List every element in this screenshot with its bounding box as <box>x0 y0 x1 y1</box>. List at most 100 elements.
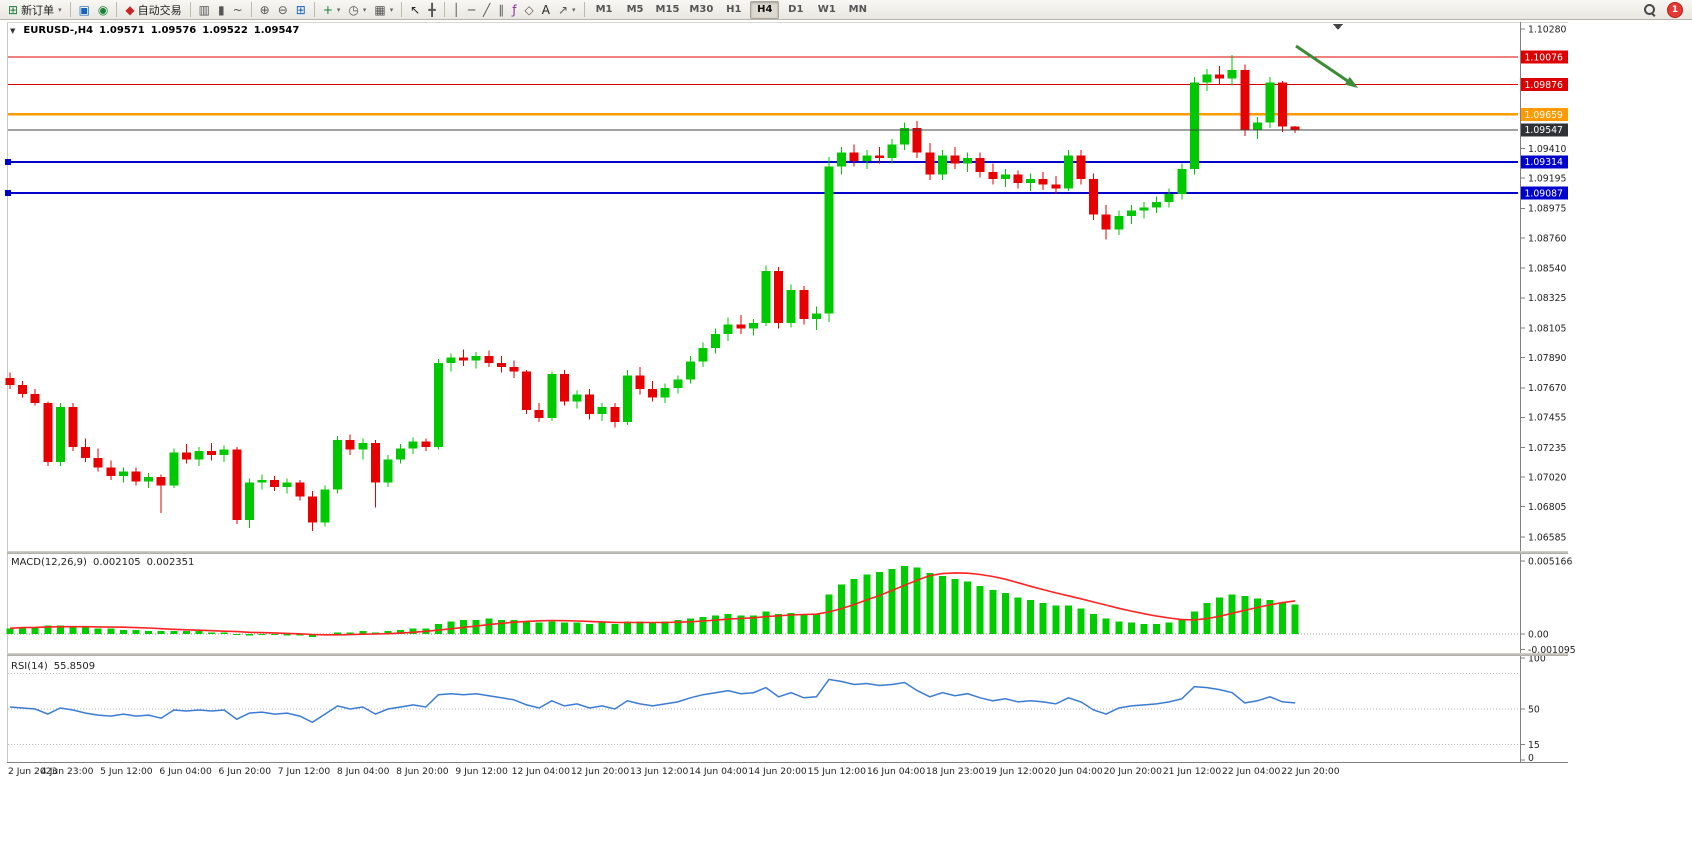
notification-badge[interactable]: 1 <box>1667 1 1683 18</box>
macd-bar <box>535 622 543 634</box>
macd-bar <box>850 578 858 634</box>
macd-bar <box>623 621 631 634</box>
cursor-icon: ↖ <box>410 2 421 17</box>
auto-trading-icon: ◆ <box>125 2 135 17</box>
price-tick-label: 1.06805 <box>1528 502 1567 513</box>
macd-bar <box>195 631 203 634</box>
price-badges: 1.10076 1.09876 1.09659 1.09314 1.09087 1.095… <box>1521 50 1568 200</box>
tf-button-m1[interactable]: M1 <box>595 4 613 15</box>
rsi-tick-label: 50 <box>1528 704 1540 715</box>
horizontal-line-button[interactable]: ─ <box>465 1 478 18</box>
time-tick-label: 12 Jun 04:00 <box>512 766 571 777</box>
macd-bar <box>44 625 52 634</box>
crosshair-button[interactable]: ╋ <box>425 1 438 18</box>
tf-button-h1[interactable]: H1 <box>726 4 742 15</box>
profiles-button[interactable]: ▣ <box>76 1 93 18</box>
ohlc-open: 1.09571 <box>99 25 145 36</box>
zoom-out-button[interactable]: ⊖ <box>275 1 291 18</box>
indicators-button[interactable]: + ▾ <box>320 1 344 18</box>
time-tick-label: 4 Jun 23:00 <box>41 766 94 777</box>
time-tick-label: 22 Jun 04:00 <box>1222 766 1281 777</box>
refresh-button[interactable]: ◉ <box>95 1 111 18</box>
tile-windows-icon: ⊞ <box>295 2 306 17</box>
line-chart-button[interactable]: ~ <box>230 1 246 18</box>
macd-bar <box>1190 611 1198 634</box>
ohlc-high: 1.09576 <box>150 25 197 36</box>
trendline-button[interactable]: ╱ <box>480 1 493 18</box>
price-badge <box>1521 186 1568 200</box>
arrows-button[interactable]: ↗ ▾ <box>555 1 579 18</box>
time-tick-label: 16 Jun 04:00 <box>867 766 926 777</box>
panel-separator[interactable] <box>7 551 1568 554</box>
macd-bar <box>19 626 27 634</box>
time-tick-label: 8 Jun 04:00 <box>337 766 390 777</box>
caret-down-icon: ▾ <box>362 5 367 14</box>
rsi-indicator-label: RSI(14) 55.8509 <box>11 661 95 672</box>
tf-button-mn[interactable]: MN <box>848 4 867 15</box>
macd-bar <box>170 631 178 634</box>
trend-arrow-annotation[interactable] <box>1295 44 1358 88</box>
price-tick-label: 1.10280 <box>1528 24 1567 35</box>
periods-button[interactable]: ◷ ▾ <box>345 1 369 18</box>
channel-icon: ∥ <box>498 2 505 17</box>
price-tick-label: 1.07670 <box>1528 383 1567 394</box>
line-handle[interactable] <box>5 158 11 165</box>
tf-button-w1[interactable]: W1 <box>817 4 836 15</box>
time-tick-label: 7 Jun 12:00 <box>278 766 331 777</box>
macd-bar <box>926 573 934 634</box>
macd-bar <box>1052 605 1060 634</box>
macd-indicator-label: MACD(12,26,9) 0.002105 0.002351 <box>11 557 194 568</box>
zoom-in-button[interactable]: ⊕ <box>257 1 273 18</box>
price-badge <box>1521 155 1568 169</box>
macd-bar <box>712 615 720 634</box>
templates-icon: ▦ <box>374 2 386 17</box>
shapes-button[interactable]: ◇ <box>522 1 537 18</box>
tile-windows-button[interactable]: ⊞ <box>293 1 309 18</box>
price-tick-label: 1.06585 <box>1528 532 1567 543</box>
vertical-line-button[interactable]: │ <box>450 1 463 18</box>
toolbar-separator <box>116 2 118 17</box>
price-badge <box>1521 107 1568 121</box>
zoom-out-icon: ⊖ <box>277 2 288 17</box>
cursor-button[interactable]: ↖ <box>407 1 423 18</box>
toolbar-right: 1 <box>1639 1 1688 18</box>
line-handle[interactable] <box>5 190 11 196</box>
channel-button[interactable]: ∥ <box>495 1 507 18</box>
panel-separator[interactable] <box>7 653 1568 656</box>
tf-button-h4[interactable]: H4 <box>750 0 780 19</box>
macd-bar <box>157 631 165 634</box>
auto-trading-button[interactable]: ◆ 自动交易 <box>122 1 184 18</box>
new-order-button[interactable]: ⊞ 新订单 ▾ <box>5 1 65 18</box>
candlestick-chart-button[interactable]: ▮ <box>215 1 228 18</box>
time-tick-label: 14 Jun 04:00 <box>689 766 748 777</box>
search-button[interactable] <box>1640 1 1659 18</box>
macd-bar <box>976 586 984 634</box>
macd-bar <box>586 624 594 634</box>
macd-bar <box>737 615 745 634</box>
tf-button-m30[interactable]: M30 <box>689 4 714 15</box>
macd-bar <box>1279 602 1287 634</box>
chart-shift-marker[interactable] <box>1333 24 1343 30</box>
bar-chart-button[interactable]: ▥ <box>196 1 213 18</box>
tf-button-m5[interactable]: M5 <box>626 4 644 15</box>
macd-bar <box>1266 600 1274 634</box>
price-axis[interactable]: 1.10280 1.09410 1.09195 1.08975 1.08760 1.085… <box>1520 24 1567 543</box>
rsi-name: RSI(14) <box>11 661 48 672</box>
text-button[interactable]: A <box>539 1 553 18</box>
text-icon: A <box>541 2 550 17</box>
collapse-triangle-icon[interactable]: ▼ <box>10 26 16 35</box>
time-tick-label: 12 Jun 20:00 <box>571 766 630 777</box>
macd-bar <box>1165 622 1173 634</box>
rsi-tick-label: 15 <box>1528 740 1540 751</box>
fibonacci-button[interactable]: ƒ <box>509 1 519 18</box>
macd-bar <box>636 621 644 634</box>
templates-button[interactable]: ▦ ▾ <box>371 1 396 18</box>
tf-button-m15[interactable]: M15 <box>655 4 680 15</box>
tf-button-d1[interactable]: D1 <box>788 4 804 15</box>
macd-bar <box>1253 598 1261 634</box>
macd-bar <box>1090 614 1098 634</box>
price-tick-label: 1.07890 <box>1528 353 1567 364</box>
macd-bar <box>913 567 921 634</box>
